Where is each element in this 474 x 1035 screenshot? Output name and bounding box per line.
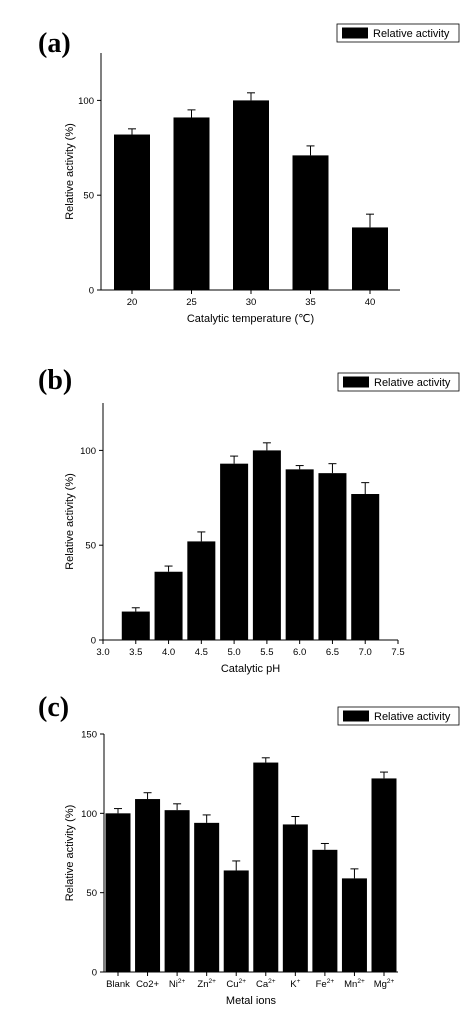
legend-label: Relative activity [374,711,451,723]
x-tick-label: Ca2+ [256,978,276,990]
x-tick-label-base: Mg [374,979,387,990]
x-tick-label: 7.5 [391,647,404,658]
legend-swatch [343,710,369,722]
x-tick-label: Ni2+ [169,978,186,990]
x-tick-label-sup: + [297,978,301,985]
x-tick-label: 6.5 [326,647,339,658]
bar [341,878,367,972]
y-axis-title: Relative activity (%) [64,123,76,220]
bar [233,100,269,291]
x-tick-label-base: Cu [226,979,238,990]
x-tick-label: 25 [186,297,197,308]
x-tick-label: Blank [106,979,130,990]
x-tick-label-sup: 2+ [327,978,335,985]
y-tick-label: 100 [80,446,96,457]
x-tick-label: 30 [246,297,257,308]
y-tick-label: 50 [85,541,96,552]
legend-label: Relative activity [373,28,450,40]
x-tick-label-sup: 2+ [357,978,365,985]
bar [352,227,388,290]
panel-label-c: (c) [38,692,70,723]
bar [285,469,314,640]
x-tick-label: 4.0 [162,647,175,658]
x-tick-label-base: K [290,979,297,990]
y-tick-label: 100 [81,809,97,820]
bar [223,870,249,972]
x-tick-label: Co2+ [136,979,159,990]
x-tick-label: Mn2+ [344,978,365,990]
bar [252,450,281,640]
bar [351,494,380,640]
panel-label-a: (a) [38,28,71,59]
bar [253,762,279,972]
x-tick-label: 35 [305,297,316,308]
y-tick-label: 0 [92,968,97,979]
x-tick-label-base: Blank [106,979,130,990]
bar [318,473,347,640]
panel-label-b: (b) [38,365,73,396]
chart-panel-a: 0 50 100 20 25 30 35 40 Catalytic temperature (℃… [0,0,474,345]
legend-label: Relative activity [374,377,451,389]
y-tick-label: 50 [83,191,94,202]
bar [121,611,150,640]
chart-panel-c: 0 50 100 150 Blank Co2+ Ni2+ Zn2+ Cu2+ Ca2+ K+ Fe2+… [0,690,474,1035]
x-tick-label-sup: 2+ [268,978,276,985]
bar [164,810,190,972]
x-axis-title: Catalytic pH [221,663,280,675]
x-tick-label-base: Co2+ [136,979,159,990]
x-tick-label: 4.5 [195,647,208,658]
bar [154,571,183,640]
legend-swatch [342,27,368,39]
y-axis-title: Relative activity (%) [64,805,76,902]
x-tick-label: K+ [290,978,300,990]
x-tick-label-sup: 2+ [387,978,395,985]
legend-swatch [343,376,369,388]
x-tick-label-sup: 2+ [239,978,247,985]
bar [173,117,210,291]
chart-panel-b: 0 50 100 3.0 3.5 4.0 4.5 5.0 5.5 6.0 6.5 7.0 7.5 Cata… [0,345,474,690]
y-tick-label: 100 [78,96,94,107]
bar [135,799,161,972]
x-tick-label: Zn2+ [197,978,216,990]
y-tick-label: 50 [86,888,97,899]
bar [220,463,249,640]
bar [282,824,308,972]
x-tick-label-base: Fe [316,979,327,990]
x-tick-label: Cu2+ [226,978,246,990]
chart-a-svg: 0 50 100 20 25 30 35 40 Catalytic temperature (℃… [64,23,460,325]
bar [292,155,329,290]
x-tick-label-base: Ca [256,979,269,990]
y-axis-title: Relative activity (%) [64,473,76,570]
x-tick-label: Fe2+ [316,978,335,990]
x-tick-label-base: Ni [169,979,178,990]
x-tick-label: 6.0 [293,647,306,658]
bar [105,813,131,972]
x-tick-label: Mg2+ [374,978,395,990]
bar [114,134,150,290]
x-tick-label: 5.0 [228,647,241,658]
bar [371,778,397,972]
x-tick-label: 3.0 [96,647,109,658]
x-axis-title: Catalytic temperature (℃) [187,313,314,325]
x-tick-label: 7.0 [359,647,372,658]
y-tick-label: 150 [81,730,97,741]
bar [187,541,216,640]
x-tick-label-base: Zn [197,979,208,990]
bar [312,849,338,972]
chart-b-svg: 0 50 100 3.0 3.5 4.0 4.5 5.0 5.5 6.0 6.5 7.0 7.5 Cata… [64,372,460,675]
x-tick-label-sup: 2+ [209,978,217,985]
x-tick-label: 20 [127,297,138,308]
y-tick-label: 0 [91,636,96,647]
y-tick-label: 0 [89,286,94,297]
x-tick-label-sup: 2+ [178,978,186,985]
x-tick-label-base: Mn [344,979,357,990]
bar [194,822,220,972]
x-tick-label: 40 [365,297,376,308]
x-tick-label: 5.5 [260,647,273,658]
x-axis-title: Metal ions [226,995,277,1007]
x-tick-label: 3.5 [129,647,142,658]
